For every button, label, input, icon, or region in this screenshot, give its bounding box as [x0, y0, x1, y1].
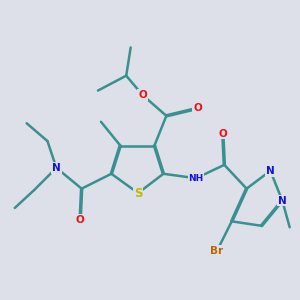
Text: O: O [218, 129, 227, 139]
Text: O: O [193, 103, 202, 113]
Text: S: S [134, 187, 142, 200]
Text: O: O [76, 215, 85, 225]
Text: N: N [266, 166, 275, 176]
Text: NH: NH [188, 174, 204, 183]
Text: O: O [138, 90, 147, 100]
Text: N: N [52, 163, 61, 173]
Text: N: N [278, 196, 286, 206]
Text: Br: Br [210, 246, 224, 256]
